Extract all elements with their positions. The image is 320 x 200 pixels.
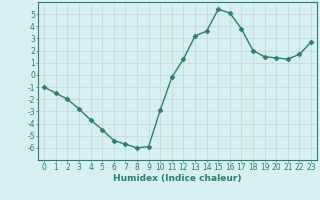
X-axis label: Humidex (Indice chaleur): Humidex (Indice chaleur) [113,174,242,183]
